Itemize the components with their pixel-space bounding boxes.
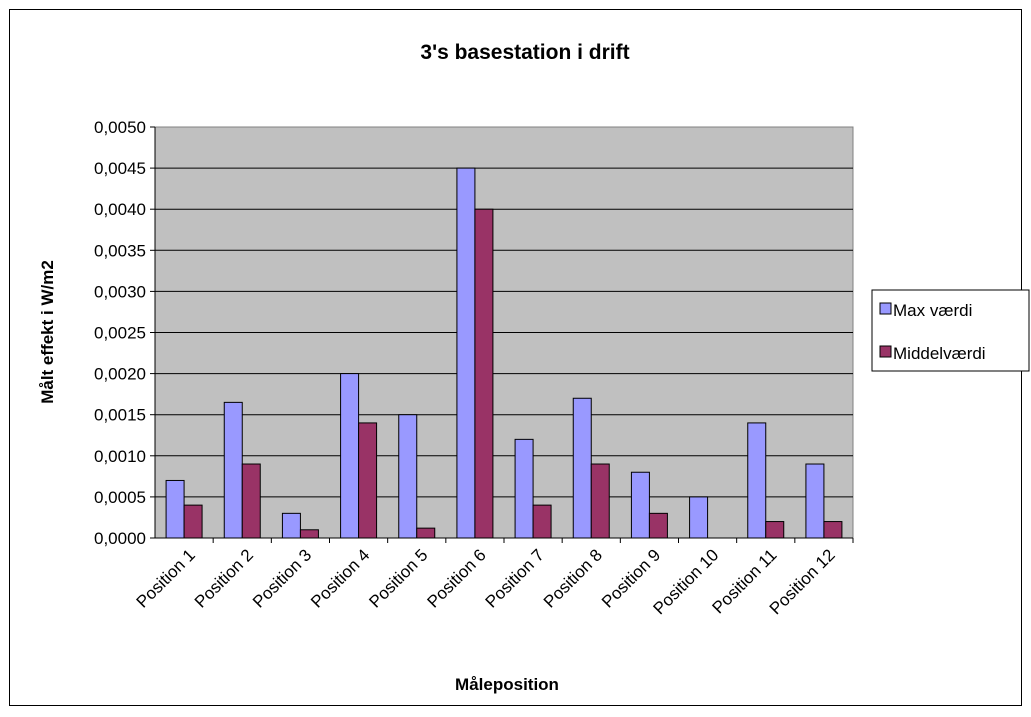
bar-middel-5 (416, 527, 436, 539)
y-tick-label: 0,0045 (94, 159, 146, 178)
bar-middel-11 (765, 521, 785, 539)
bar-middel-9 (648, 512, 668, 539)
x-tick-label: Position 3 (249, 545, 315, 611)
bar-max-7 (514, 438, 534, 539)
bar-max-2 (223, 401, 243, 539)
bar-middel-4 (358, 422, 378, 539)
legend-swatch-middel (879, 345, 892, 358)
chart-title: 3's basestation i drift (420, 41, 629, 64)
x-tick-label: Position 4 (307, 545, 373, 611)
y-tick-label: 0,0010 (94, 447, 146, 466)
bar-middel-3 (299, 529, 319, 539)
bar-max-4 (340, 373, 360, 539)
y-axis-title: Målt effekt i W/m2 (38, 260, 57, 404)
y-tick-label: 0,0020 (94, 365, 146, 384)
bar-middel-8 (590, 463, 610, 539)
legend-swatch-max (879, 302, 892, 315)
bar-max-1 (165, 479, 185, 539)
x-tick-label: Position 5 (365, 545, 431, 611)
bar-max-9 (630, 471, 650, 539)
bar-middel-12 (823, 521, 843, 539)
y-tick-label: 0,0035 (94, 241, 146, 260)
bars (165, 167, 843, 539)
x-tick-label: Position 8 (540, 545, 606, 611)
y-tick-label: 0,0005 (94, 488, 146, 507)
bar-max-5 (398, 414, 418, 539)
x-tick-label: Position 1 (133, 545, 199, 611)
bar-max-11 (747, 422, 767, 539)
bar-max-6 (456, 167, 476, 539)
bar-max-10 (689, 496, 709, 539)
x-tick-label: Position 6 (424, 545, 490, 611)
x-tick-label: Position 7 (482, 545, 548, 611)
y-tick-label: 0,0025 (94, 324, 146, 343)
y-axis: 0,0000 0,0005 0,0010 0,0015 0,0020 0,0025 0,00… (94, 118, 156, 548)
bar-middel-1 (183, 504, 203, 539)
bar-max-3 (281, 512, 301, 539)
bar-middel-7 (532, 504, 552, 539)
legend-label-middel: Middelværdi (893, 344, 986, 363)
bar-max-12 (805, 463, 825, 539)
gridlines (155, 167, 853, 498)
y-tick-label: 0,0030 (94, 282, 146, 301)
y-tick-label: 0,0000 (94, 529, 146, 548)
x-axis-title: Måleposition (455, 675, 559, 694)
y-tick-label: 0,0040 (94, 200, 146, 219)
y-tick-label: 0,0050 (94, 118, 146, 137)
x-tick-label: Position 2 (191, 545, 257, 611)
y-tick-label: 0,0015 (94, 406, 146, 425)
legend-label-max: Max værdi (893, 301, 972, 320)
legend: Max værdi Middelværdi (871, 289, 1030, 372)
bar-middel-6 (474, 208, 494, 539)
legend-box (871, 289, 1030, 372)
bar-middel-2 (241, 463, 261, 539)
bar-max-8 (572, 397, 592, 539)
